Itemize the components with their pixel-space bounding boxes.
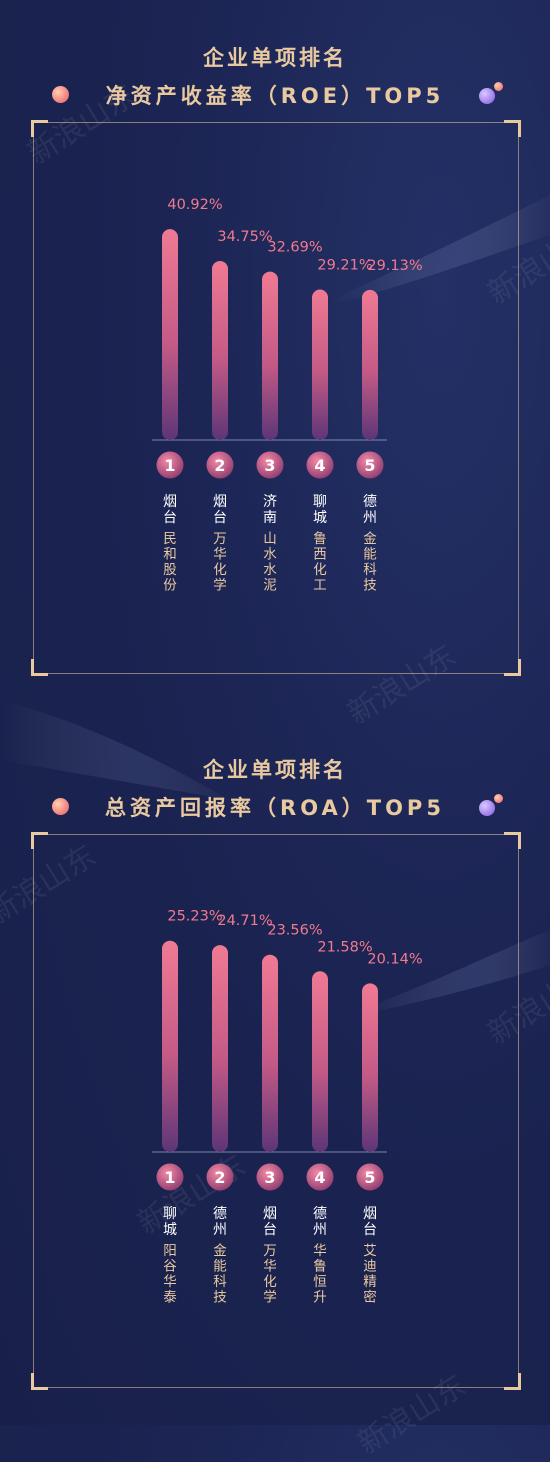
tick-label: 5	[364, 1168, 375, 1187]
tick-label: 2	[214, 1168, 225, 1187]
decor-dot-icon	[52, 798, 69, 815]
city-label: 烟台	[263, 1206, 277, 1238]
rank-badge	[306, 451, 334, 479]
city-label: 烟台	[213, 494, 227, 526]
bar	[362, 983, 378, 1152]
tick-label: 3	[264, 456, 275, 475]
company-label: 鲁西化工	[313, 531, 327, 594]
city-label: 德州	[213, 1206, 227, 1238]
rank-badge	[256, 451, 284, 479]
frame-corner	[31, 832, 48, 849]
frame-corner	[31, 120, 48, 137]
company-label: 山水水泥	[263, 531, 277, 594]
tick-label: 2	[214, 456, 225, 475]
data-label: 21.58%	[317, 939, 372, 955]
data-label: 29.21%	[317, 258, 372, 274]
data-label: 29.13%	[367, 258, 422, 274]
city-label: 聊城	[313, 494, 327, 526]
tick-label: 1	[164, 456, 175, 475]
frame-corner	[504, 120, 521, 137]
chart-frame	[31, 832, 521, 1390]
company-label: 金能科技	[363, 531, 377, 594]
frame-corner	[504, 659, 521, 676]
city-label: 德州	[313, 1206, 327, 1238]
bar	[262, 954, 278, 1152]
bar	[212, 945, 228, 1152]
rank-badge	[256, 1163, 284, 1191]
decor-dot-icon	[52, 86, 69, 103]
tick-label: 4	[314, 1168, 325, 1187]
tick-label: 1	[164, 1168, 175, 1187]
section-subheading: 总资产回报率（ROA）TOP5	[105, 796, 445, 820]
city-label: 烟台	[363, 1206, 377, 1238]
company-label: 艾迪精密	[363, 1243, 377, 1306]
bar	[162, 940, 178, 1152]
city-label: 烟台	[163, 494, 177, 526]
bar	[162, 229, 178, 440]
rank-badge	[206, 451, 234, 479]
rank-badge	[356, 451, 384, 479]
rank-badge	[156, 451, 184, 479]
chart-frame	[31, 120, 521, 676]
data-label: 32.69%	[267, 240, 322, 256]
bar	[312, 289, 328, 440]
decor-dot-icon	[494, 794, 503, 803]
city-label: 德州	[363, 494, 377, 526]
rank-badge	[156, 1163, 184, 1191]
roe-section: 企业单项排名 净资产收益率（ROE）TOP5 40.92% 1 烟台民和股份 34.7…	[0, 0, 550, 700]
data-label: 34.75%	[217, 229, 272, 245]
tick-label: 4	[314, 456, 325, 475]
rank-badge	[206, 1163, 234, 1191]
section-heading: 企业单项排名	[203, 46, 347, 70]
frame-corner	[504, 832, 521, 849]
company-label: 阳谷华泰	[163, 1243, 177, 1306]
rank-badge	[306, 1163, 334, 1191]
city-label: 济南	[263, 494, 277, 526]
company-label: 金能科技	[213, 1243, 227, 1306]
bar	[312, 971, 328, 1152]
company-label: 民和股份	[163, 531, 177, 594]
city-label: 聊城	[163, 1206, 177, 1238]
bar	[262, 271, 278, 440]
company-label: 华鲁恒升	[313, 1243, 327, 1306]
rank-badge	[356, 1163, 384, 1191]
data-label: 24.71%	[217, 913, 272, 929]
roa-section: 企业单项排名 总资产回报率（ROA）TOP5 25.23% 1 聊城阳谷华泰 24.7…	[0, 712, 550, 1425]
tick-label: 3	[264, 1168, 275, 1187]
data-label: 20.14%	[367, 951, 422, 967]
section-subheading: 净资产收益率（ROE）TOP5	[105, 84, 445, 108]
company-label: 万华化学	[213, 531, 227, 594]
section-heading: 企业单项排名	[203, 758, 347, 782]
frame-corner	[504, 1373, 521, 1390]
company-label: 万华化学	[263, 1243, 277, 1306]
decor-dot-icon	[479, 800, 495, 816]
tick-label: 5	[364, 456, 375, 475]
bar	[212, 260, 228, 440]
bar	[362, 289, 378, 440]
data-label: 25.23%	[167, 909, 222, 925]
frame-corner	[31, 1373, 48, 1390]
data-label: 23.56%	[267, 923, 322, 939]
decor-dot-icon	[494, 82, 503, 91]
data-label: 40.92%	[167, 197, 222, 213]
frame-corner	[31, 659, 48, 676]
decor-dot-icon	[479, 88, 495, 104]
